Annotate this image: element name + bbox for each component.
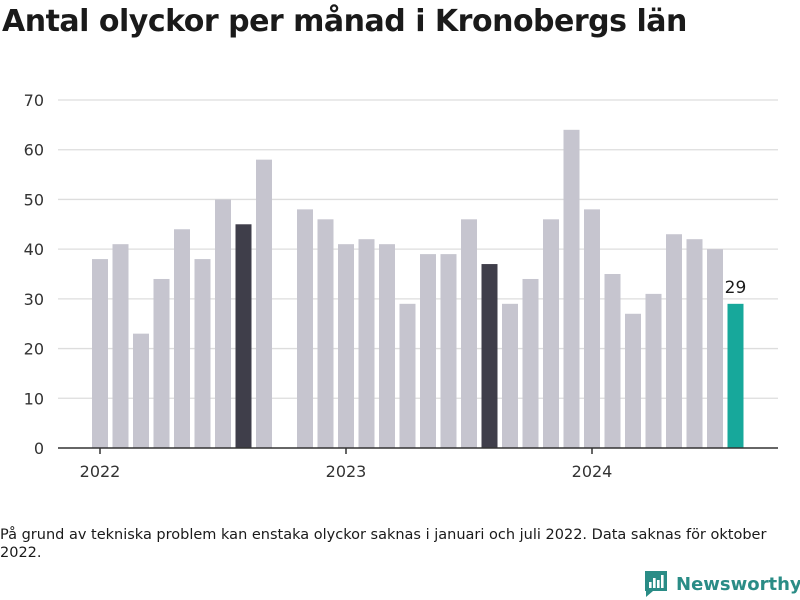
y-tick-label: 0 [34, 439, 44, 458]
bar [707, 249, 723, 448]
annotations: 29 [725, 278, 747, 298]
bar [399, 303, 416, 448]
bar [686, 239, 703, 448]
bars [92, 129, 744, 449]
bar [358, 239, 375, 448]
chart-title: Antal olyckor per månad i Kronobergs län [2, 4, 687, 39]
bar [604, 274, 621, 448]
y-tick-label: 60 [24, 141, 44, 160]
y-axis-ticks: 0 10 20 30 40 50 60 70 [24, 91, 44, 458]
bar [502, 303, 518, 448]
bar [543, 219, 559, 448]
bar [174, 229, 190, 448]
bar [440, 254, 457, 448]
bar [153, 278, 170, 448]
newsworthy-logo-icon [645, 571, 667, 597]
bar [522, 278, 539, 448]
bar [338, 244, 354, 448]
bar [379, 244, 395, 448]
bar [297, 209, 313, 448]
data-label: 29 [725, 278, 747, 298]
y-tick-label: 50 [24, 190, 44, 209]
bar [112, 244, 129, 448]
bar [645, 293, 662, 448]
bar [235, 224, 252, 448]
bar [133, 333, 149, 448]
brand-name: Newsworthy [676, 573, 800, 595]
x-tick-label: 2022 [80, 462, 121, 481]
y-tick-label: 40 [24, 240, 44, 259]
bar-chart: 0 10 20 30 40 50 60 70 2022 2023 2024 29 [24, 91, 778, 481]
bar [256, 159, 272, 448]
bar [584, 209, 600, 448]
brand: Newsworthy [644, 570, 800, 598]
bar [563, 129, 580, 449]
bar [625, 313, 641, 448]
x-axis-ticks: 2022 2023 2024 [80, 448, 613, 481]
bar [317, 219, 334, 448]
bar [461, 219, 477, 448]
y-tick-label: 20 [24, 340, 44, 359]
y-tick-label: 70 [24, 91, 44, 110]
bar [666, 234, 682, 448]
bar [92, 259, 108, 448]
bar [727, 303, 744, 448]
y-tick-label: 10 [24, 389, 44, 408]
bar [215, 199, 231, 448]
bar [420, 254, 436, 448]
x-tick-label: 2023 [326, 462, 367, 481]
bar [481, 264, 498, 448]
y-tick-label: 30 [24, 290, 44, 309]
bar [194, 259, 211, 448]
footnote: På grund av tekniska problem kan enstaka… [0, 527, 767, 561]
x-tick-label: 2024 [572, 462, 613, 481]
